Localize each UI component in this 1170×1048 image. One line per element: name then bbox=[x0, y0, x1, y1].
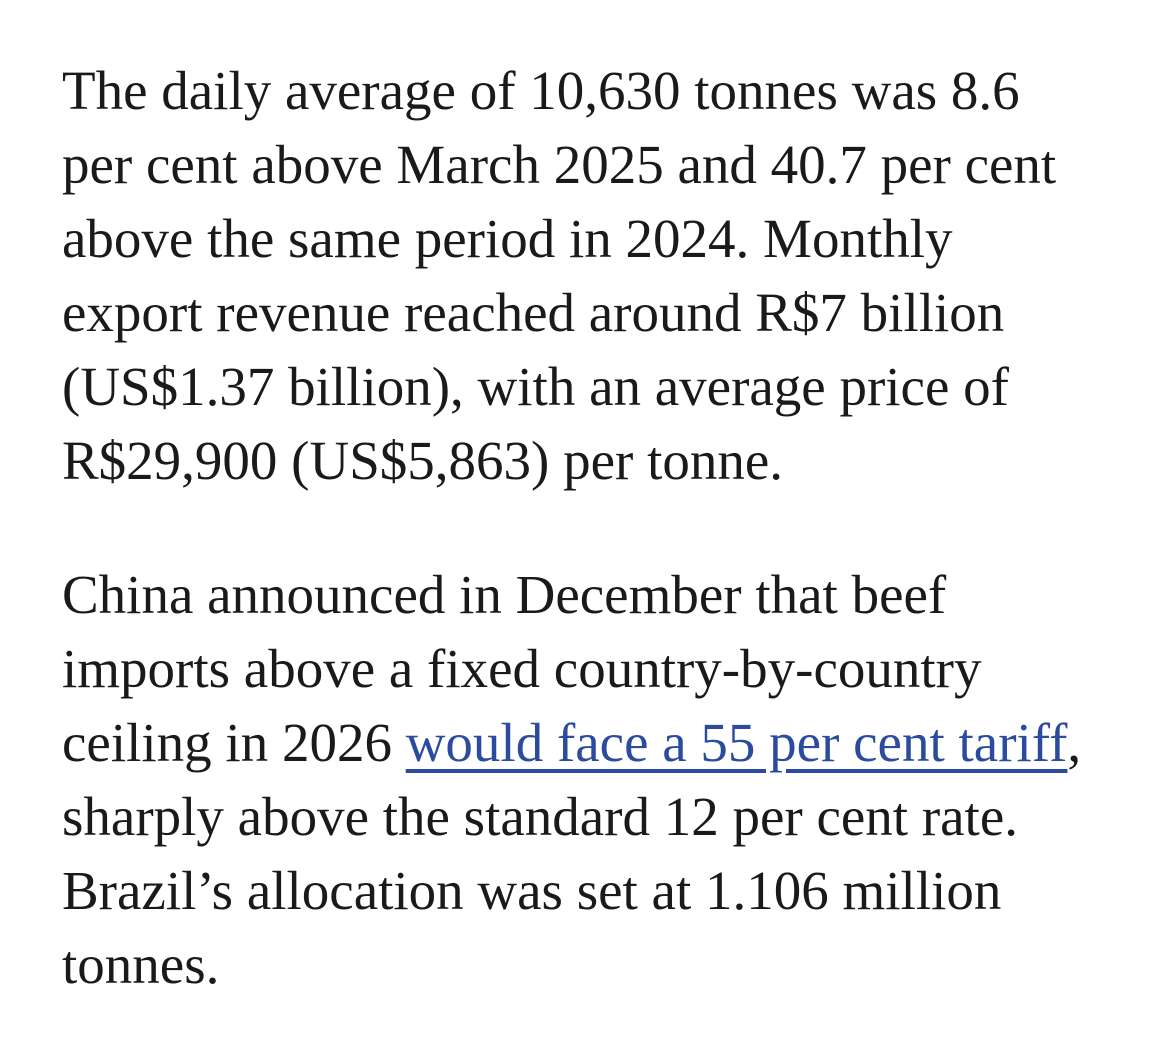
paragraph-china-tariff-before-link: China announced in December that beef im… bbox=[62, 564, 982, 773]
article-body: The daily average of 10,630 tonnes was 8… bbox=[62, 60, 1092, 1002]
paragraph-export-stats: The daily average of 10,630 tonnes was 8… bbox=[62, 60, 1057, 491]
tariff-link[interactable]: would face a 55 per cent tariff bbox=[405, 712, 1068, 773]
paragraph-china-tariff-after-link: , sharply above the standard 12 per cent… bbox=[62, 712, 1082, 995]
paragraph-china-tariff: China announced in December that beef im… bbox=[62, 558, 1092, 1002]
